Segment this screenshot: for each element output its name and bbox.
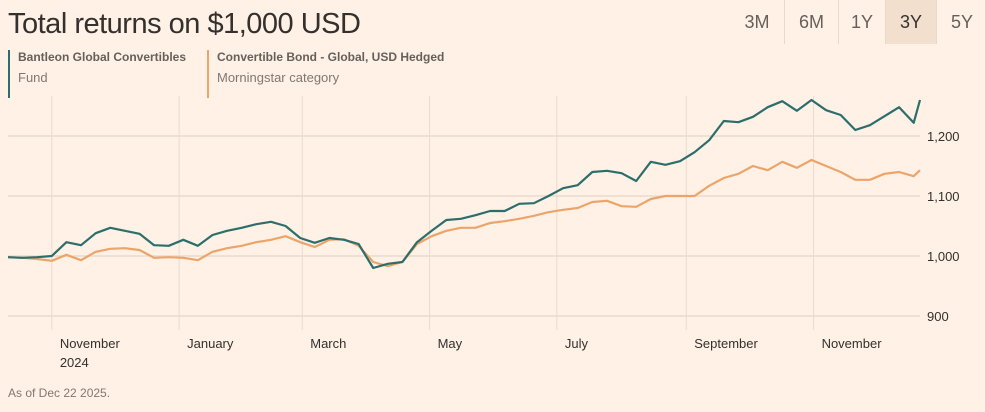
range-6m-button[interactable]: 6M — [784, 0, 838, 44]
x-tick-sublabel: 2024 — [60, 355, 89, 370]
series-line-fund — [7, 98, 922, 270]
y-tick-label: 1,100 — [927, 189, 960, 204]
x-tick-label: May — [438, 336, 463, 351]
legend-category-name: Convertible Bond - Global, USD Hedged — [217, 50, 445, 64]
y-tick-label: 900 — [927, 309, 949, 324]
x-tick-label: November — [60, 336, 121, 351]
x-tick-label: September — [694, 336, 758, 351]
footnote: As of Dec 22 2025. — [8, 386, 111, 400]
series-line-category — [7, 158, 921, 268]
y-tick-label: 1,200 — [927, 129, 960, 144]
x-tick-label: March — [310, 336, 346, 351]
chart-title: Total returns on $1,000 USD — [8, 8, 361, 40]
range-3y-button[interactable]: 3Y — [885, 0, 936, 44]
legend-fund-sub: Fund — [18, 70, 48, 85]
legend-fund: Bantleon Global Convertibles Fund — [8, 50, 186, 98]
y-tick-label: 1,000 — [927, 249, 960, 264]
range-selector: 3M 6M 1Y 3Y 5Y — [730, 0, 985, 44]
range-3m-button[interactable]: 3M — [744, 11, 770, 32]
range-5y-button[interactable]: 5Y — [936, 0, 985, 44]
legend-fund-name: Bantleon Global Convertibles — [18, 50, 187, 64]
range-1y-button[interactable]: 1Y — [838, 0, 885, 44]
x-tick-label: November — [822, 336, 883, 351]
legend-category-sub: Morningstar category — [217, 70, 340, 85]
x-tick-label: January — [187, 336, 234, 351]
legend-category: Convertible Bond - Global, USD Hedged Mo… — [207, 50, 444, 98]
x-tick-label: July — [565, 336, 589, 351]
